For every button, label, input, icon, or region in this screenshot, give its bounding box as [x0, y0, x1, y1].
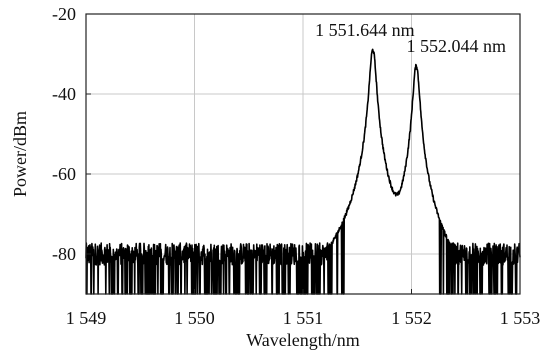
y-axis-ticks: -80 -60 -40 -20	[52, 4, 91, 264]
x-tick-label: 1 549	[66, 308, 107, 328]
y-tick-label: -80	[52, 244, 76, 264]
peak-label: 1 551.644 nm	[315, 20, 415, 40]
peak-annotations: 1 551.644 nm1 552.044 nm	[315, 20, 506, 56]
y-tick-label: -60	[52, 164, 76, 184]
x-axis-ticks: 1 549 1 550 1 551 1 552 1 553	[66, 289, 541, 328]
spectrum-trace	[85, 48, 521, 295]
y-axis-label: Power/dBm	[10, 111, 30, 197]
x-tick-label: 1 553	[500, 308, 541, 328]
y-tick-label: -20	[52, 4, 76, 24]
x-tick-label: 1 551	[283, 308, 324, 328]
x-tick-label: 1 552	[391, 308, 432, 328]
series-line	[85, 48, 521, 295]
x-tick-label: 1 550	[174, 308, 215, 328]
peak-label: 1 552.044 nm	[407, 36, 507, 56]
x-axis-label: Wavelength/nm	[246, 330, 360, 350]
y-tick-label: -40	[52, 84, 76, 104]
